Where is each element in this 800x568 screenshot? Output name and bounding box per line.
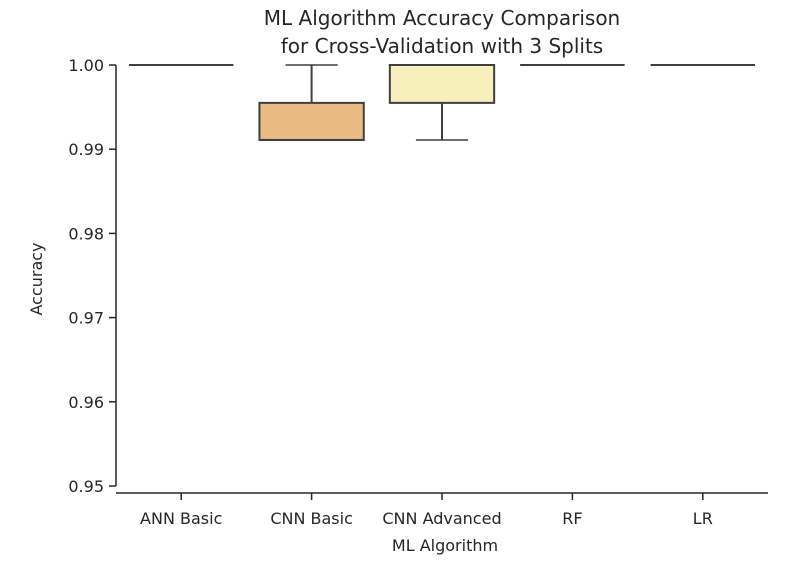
y-tick-label: 1.00 xyxy=(68,56,104,75)
x-axis: ANN Basic CNN Basic CNN Advanced RF LR xyxy=(116,492,768,528)
box-body xyxy=(258,101,365,141)
y-axis-label: Accuracy xyxy=(27,242,46,315)
box-cnn-advanced xyxy=(388,64,496,141)
chart-title-line-1: ML Algorithm Accuracy Comparison xyxy=(264,6,620,30)
x-tick-label: LR xyxy=(693,509,713,528)
y-tick-label: 0.98 xyxy=(68,224,104,243)
box-body xyxy=(388,64,496,104)
y-axis: 0.95 0.96 0.97 0.98 0.99 1.00 xyxy=(68,56,117,496)
x-axis-label: ML Algorithm xyxy=(392,536,498,555)
y-tick-label: 0.96 xyxy=(68,393,104,412)
x-tick-label: RF xyxy=(562,509,582,528)
box-cnn-basic xyxy=(258,64,365,141)
chart-title-line-2: for Cross-Validation with 3 Splits xyxy=(281,34,603,58)
boxes-group xyxy=(129,64,755,141)
x-tick-label: ANN Basic xyxy=(140,509,222,528)
y-tick-label: 0.99 xyxy=(68,140,104,159)
x-tick-label: CNN Advanced xyxy=(382,509,501,528)
y-tick-label: 0.97 xyxy=(68,309,104,328)
x-tick-label: CNN Basic xyxy=(270,509,353,528)
y-tick-label: 0.95 xyxy=(68,477,104,496)
